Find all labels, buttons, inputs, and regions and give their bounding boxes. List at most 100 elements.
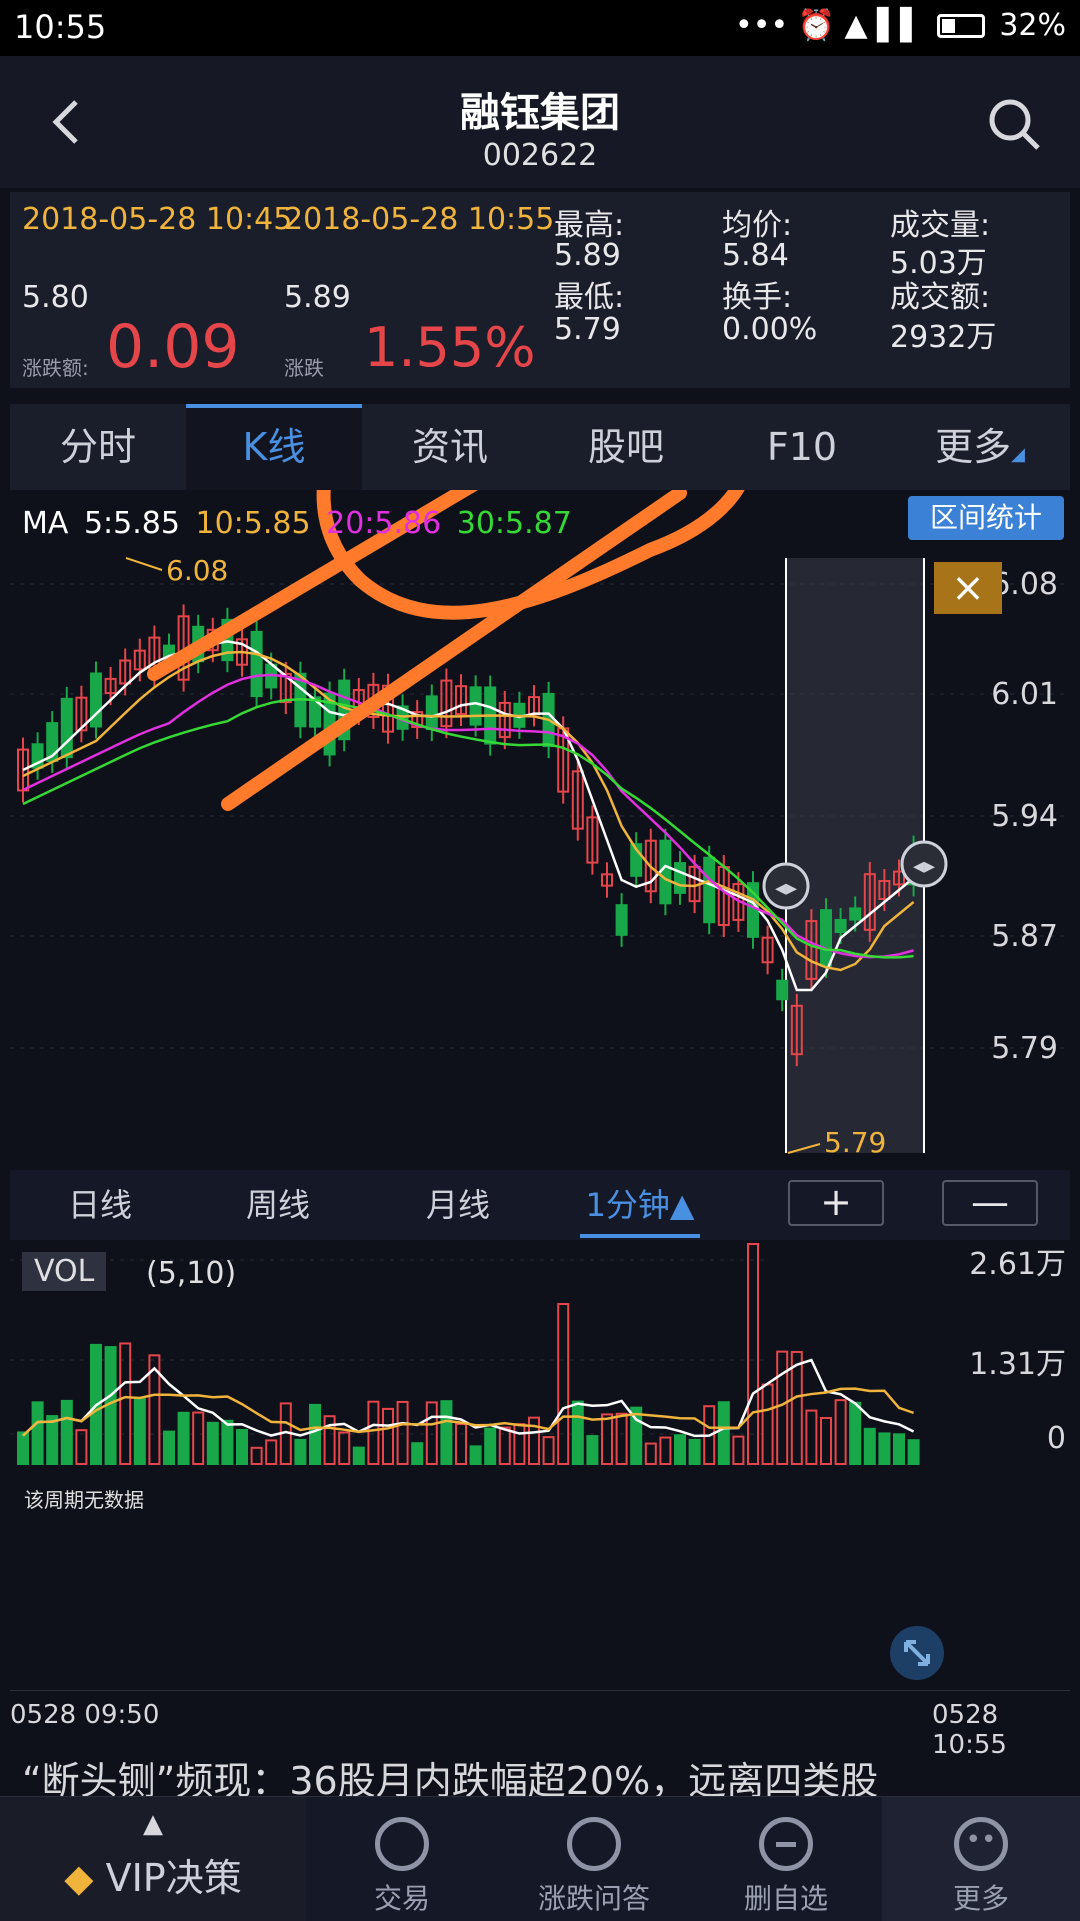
ma30-value: 30:5.87 <box>456 506 572 541</box>
volume-bar <box>717 1401 730 1465</box>
ma-title: MA <box>22 506 69 541</box>
kline-svg: 6.08 5.79 ◂▸ ◂▸ 6.08 6.01 5.94 5.87 5.79 <box>10 347 1070 1159</box>
high-marker: 6.08 <box>166 554 228 587</box>
news-ticker[interactable]: “断头铡”频现：36股月内跌幅超20%，远离四类股 <box>0 1750 1080 1796</box>
range-stats-button[interactable]: 区间统计 <box>908 496 1064 540</box>
fullscreen-icon[interactable] <box>890 1626 944 1680</box>
battery-percent: 32% <box>999 8 1066 43</box>
nav-qa-label: 涨跌问答 <box>537 1882 650 1915</box>
volume-bar <box>688 1438 701 1465</box>
volume-bar <box>761 1383 774 1465</box>
vol-y-tick: 2.61万 <box>969 1247 1066 1282</box>
volume-bar <box>338 1431 351 1466</box>
candle <box>703 856 716 924</box>
ma30-line <box>22 697 914 959</box>
volume-bar <box>294 1438 307 1466</box>
change-value: 0.09 <box>106 312 240 382</box>
volume-bar <box>659 1436 672 1466</box>
candle <box>425 695 438 731</box>
ma5-line <box>22 640 915 992</box>
zoom-in-button[interactable]: + <box>788 1180 884 1226</box>
volume-bar <box>644 1442 657 1466</box>
zoom-out-button[interactable]: — <box>942 1180 1038 1226</box>
candle <box>309 696 321 728</box>
volume-bar <box>46 1415 59 1466</box>
search-icon[interactable] <box>986 96 1042 152</box>
nav-vip[interactable]: ▲ ◆ VIP决策 <box>0 1797 306 1921</box>
volume-svg: 2.61万 1.31万 0 <box>10 1243 1066 1466</box>
volume-bar <box>732 1435 745 1466</box>
period-weekly[interactable]: 周线 <box>246 1186 311 1224</box>
tab-kline[interactable]: K线 <box>186 404 362 490</box>
candle <box>133 649 146 671</box>
nav-vip-label: VIP决策 <box>105 1856 242 1900</box>
no-data-text: 该周期无数据 <box>24 1488 144 1512</box>
candle <box>615 904 628 936</box>
period-daily[interactable]: 日线 <box>68 1186 133 1224</box>
volume-bar <box>455 1423 467 1465</box>
volume-bar <box>615 1412 628 1465</box>
nav-remove-watch[interactable]: 删自选 <box>690 1797 882 1921</box>
volume-chart: 2.61万 1.31万 0 <box>10 1240 1070 1691</box>
candle <box>571 770 584 830</box>
volume-bar <box>834 1399 847 1466</box>
minus-circle-icon <box>759 1817 813 1871</box>
volume-bar <box>221 1419 234 1465</box>
candle <box>586 816 599 864</box>
candle <box>805 920 818 980</box>
battery-icon <box>937 13 986 38</box>
end-price: 5.89 <box>284 280 351 315</box>
volume-bar <box>236 1428 248 1466</box>
ma-legend: MA 5:5.85 10:5.85 20:5.86 30:5.87 <box>22 506 572 541</box>
volume-bar <box>60 1399 73 1465</box>
pct-label: 涨跌 <box>284 356 324 380</box>
nav-more-label: 更多 <box>952 1882 1009 1915</box>
nav-trade[interactable]: 交易 <box>306 1797 498 1921</box>
tab-forum[interactable]: 股吧 <box>587 425 664 469</box>
back-chevron-icon[interactable] <box>48 98 88 144</box>
vol-label: VOL <box>22 1252 107 1291</box>
volume-bar <box>148 1354 161 1465</box>
range-drag-handle-right[interactable]: ◂▸ <box>900 840 948 888</box>
volume-bar <box>192 1411 205 1465</box>
range-drag-handle-left[interactable]: ◂▸ <box>762 862 810 910</box>
tab-more[interactable]: 更多◢ <box>890 404 1070 490</box>
pct-value: 1.55% <box>364 316 536 379</box>
nav-qa[interactable]: 涨跌问答 <box>498 1797 690 1921</box>
tab-f10[interactable]: F10 <box>766 425 838 469</box>
nav-trade-label: 交易 <box>373 1882 430 1915</box>
volume-value: 5.03万 <box>890 246 987 281</box>
volume-bar <box>528 1416 540 1466</box>
tab-timeshare[interactable]: 分时 <box>59 425 136 469</box>
volume-bar <box>747 1243 759 1465</box>
app-header <box>0 56 1080 188</box>
candle <box>659 839 672 905</box>
amount-value: 2932万 <box>890 320 997 355</box>
volume-bar <box>469 1445 482 1465</box>
vol-params: (5,10) <box>146 1256 237 1291</box>
volume-bar <box>177 1411 190 1466</box>
volume-bar <box>805 1409 818 1465</box>
volume-bar <box>542 1436 555 1465</box>
volume-bar <box>440 1400 453 1465</box>
time-axis-end: 0528 10:55 <box>932 1700 1007 1760</box>
period-monthly[interactable]: 月线 <box>426 1186 491 1224</box>
turnover-label: 换手: <box>722 280 793 315</box>
svg-text:◂▸: ◂▸ <box>775 876 797 901</box>
volume-bar <box>163 1430 175 1465</box>
kline-chart[interactable]: 6.08 5.79 ◂▸ ◂▸ 6.08 6.01 5.94 5.87 5.79 <box>10 347 1070 1170</box>
stock-name: 融钰集团 <box>460 90 620 136</box>
volume-bar <box>907 1439 920 1465</box>
candle <box>60 697 73 759</box>
selection-range[interactable] <box>786 558 924 1153</box>
svg-text:◂▸: ◂▸ <box>913 854 935 879</box>
volume-bar <box>382 1407 394 1465</box>
turnover-value: 0.00% <box>722 312 818 347</box>
period-1min[interactable]: 1分钟▲ <box>580 1170 700 1238</box>
candle <box>790 1004 803 1056</box>
tab-news[interactable]: 资讯 <box>411 425 488 469</box>
close-range-button[interactable]: × <box>934 562 1002 614</box>
expand-up-icon: ▲ <box>143 1809 163 1839</box>
nav-more[interactable]: •• 更多 <box>882 1797 1080 1921</box>
volume-bar <box>513 1423 526 1466</box>
